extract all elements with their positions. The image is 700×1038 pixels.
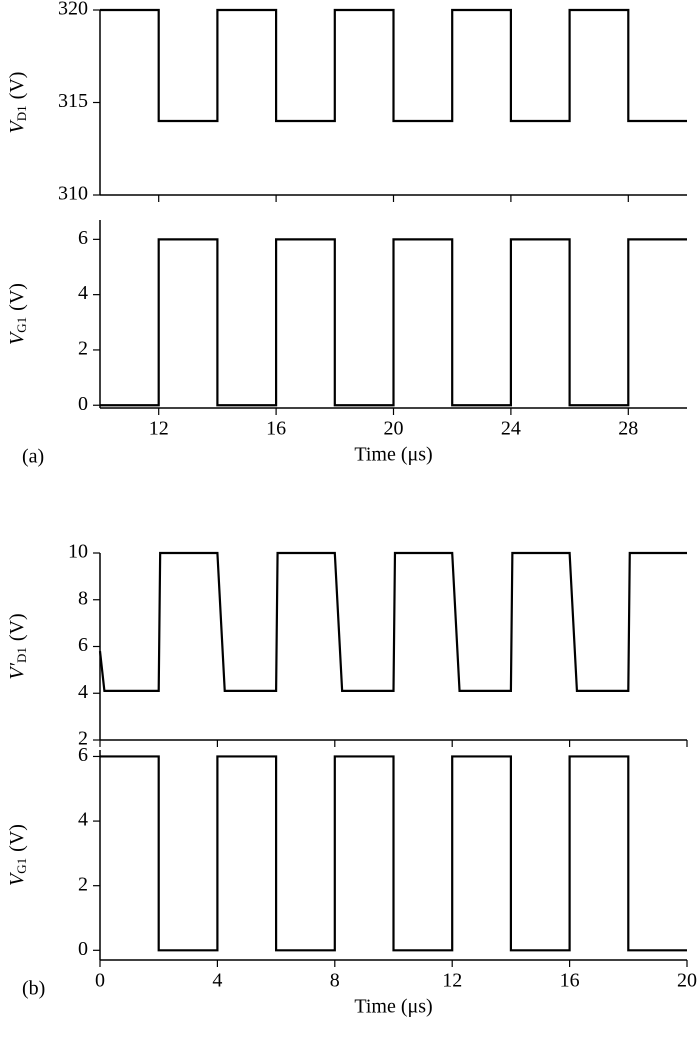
y-tick-label: 4 [78,681,88,703]
x-axis-label: Time (μs) [354,444,432,466]
data-line [98,551,687,693]
panel-label: (b) [22,978,45,1000]
x-tick-label: 12 [442,970,462,992]
y-tick-label: 6 [78,634,88,656]
y-axis-label: VG1 (V) [6,283,29,345]
y-tick-label: 6 [78,744,88,766]
y-label-symbol: V [6,118,28,133]
y-label-subscript: D1 [14,647,29,663]
y-label-symbol: V [6,871,28,886]
y-tick-label: 2 [78,728,88,750]
data-line [100,755,687,952]
x-tick-label: 20 [384,418,404,440]
x-tick-label: 24 [501,418,521,440]
y-tick-label: 310 [58,183,88,205]
x-tick-label: 20 [677,970,697,992]
y-tick-label: 0 [78,938,88,960]
y-tick-label: 320 [58,0,88,20]
y-label-subscript: G1 [14,858,29,874]
y-tick-label: 4 [78,282,88,304]
y-label-unit: (V) [6,283,28,311]
y-tick-label: 6 [78,227,88,249]
y-label-symbol: V [6,330,28,345]
data-line [100,8,687,123]
y-axis-label: V′D1 (V) [6,613,29,679]
x-tick-label: 4 [212,970,222,992]
y-tick-label: 8 [78,587,88,609]
panel-label: (a) [22,446,44,468]
y-axis-label: VD1 (V) [6,72,29,134]
x-tick-label: 8 [330,970,340,992]
y-tick-label: 4 [78,809,88,831]
x-tick-label: 16 [560,970,580,992]
y-tick-label: 315 [58,90,88,112]
x-axis-label: Time (μs) [354,996,432,1018]
y-tick-label: 2 [78,338,88,360]
x-tick-label: 28 [618,418,638,440]
y-label-unit: (V) [6,824,28,852]
x-tick-label: 0 [95,970,105,992]
data-line [100,238,687,407]
y-label-subscript: D1 [14,105,29,121]
panel: 2 4 6 8 10 V′D1 (V) (b) [6,541,688,1000]
x-tick-label: 16 [266,418,286,440]
y-label-unit: (V) [6,613,28,641]
y-tick-label: 10 [68,541,88,563]
panel: 0 2 4 6 0 4 8 12 16 20 VG1 (V) Time (μs) [6,744,697,1018]
y-label-unit: (V) [6,72,28,100]
y-label-subscript: G1 [14,317,29,333]
y-axis-label: VG1 (V) [6,824,29,886]
y-tick-label: 2 [78,873,88,895]
x-tick-label: 12 [149,418,169,440]
y-label-symbol: V′ [6,662,28,679]
y-tick-label: 0 [78,393,88,415]
